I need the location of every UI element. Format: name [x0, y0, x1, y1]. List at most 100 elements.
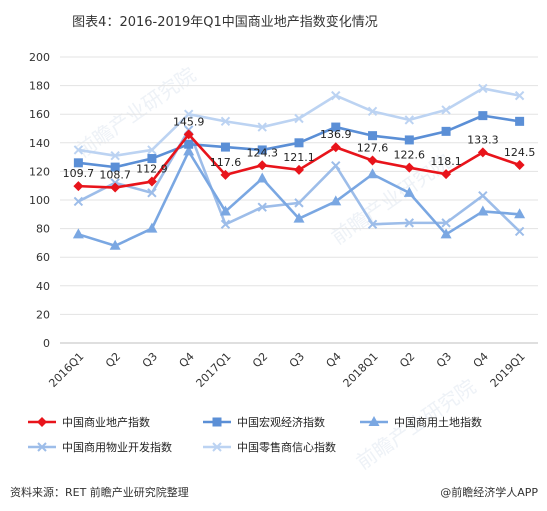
series-point — [72, 228, 84, 239]
legend-label: 中国商用物业开发指数 — [62, 440, 172, 454]
series-point — [441, 126, 451, 136]
series-point — [403, 186, 415, 197]
series-point — [515, 116, 525, 126]
series-point — [404, 162, 415, 173]
y-tick-label: 20 — [36, 308, 50, 321]
series-point — [514, 159, 525, 170]
series-point — [330, 142, 341, 153]
series-point — [514, 208, 526, 219]
series-point — [368, 131, 378, 141]
series-point — [73, 158, 83, 168]
brand-credit: @前瞻经济学人APP — [440, 485, 538, 499]
series-point — [110, 182, 121, 193]
x-tick-label: Q3 — [287, 350, 307, 370]
legend-marker — [368, 416, 380, 426]
series-point — [478, 191, 488, 201]
y-tick-label: 140 — [29, 137, 50, 150]
series-point — [367, 219, 378, 230]
series-point — [110, 150, 120, 161]
series-point — [367, 155, 378, 166]
series-point — [147, 188, 157, 198]
series-point — [331, 90, 341, 101]
y-tick-label: 60 — [36, 251, 50, 264]
series-point — [220, 116, 231, 127]
data-label: 136.9 — [320, 128, 352, 141]
data-label: 124.5 — [504, 146, 536, 159]
series-point — [219, 205, 231, 216]
series-2 — [73, 111, 525, 172]
y-tick-label: 100 — [29, 194, 50, 207]
series-point — [146, 176, 157, 187]
legend-marker — [212, 417, 222, 427]
y-tick-label: 160 — [29, 108, 50, 121]
series-point — [294, 138, 304, 148]
series-point — [184, 139, 194, 149]
series-point — [330, 195, 342, 206]
series-point — [257, 202, 267, 212]
series-point — [404, 115, 415, 125]
series-point — [183, 145, 195, 156]
y-tick-label: 180 — [29, 80, 50, 93]
y-tick-label: 0 — [43, 337, 50, 350]
legend-marker — [37, 442, 47, 452]
series-point — [367, 168, 379, 179]
y-tick-label: 200 — [29, 51, 50, 64]
series-point — [257, 160, 268, 171]
series-point — [478, 111, 488, 121]
series-point — [294, 164, 304, 175]
x-tick-label: Q3 — [434, 350, 454, 370]
series-point — [183, 129, 194, 140]
y-tick-label: 80 — [36, 223, 50, 236]
series-point — [478, 83, 488, 94]
series-point — [441, 105, 451, 115]
x-tick-label: 2016Q1 — [46, 350, 86, 390]
legend-item: 中国商业地产指数 — [28, 415, 150, 429]
legend-item: 中国商用土地指数 — [360, 415, 482, 429]
series-point — [220, 219, 231, 230]
legend-item: 中国商用物业开发指数 — [28, 440, 172, 454]
x-tick-label: Q4 — [324, 350, 344, 370]
legend-label: 中国零售商信心指数 — [237, 440, 336, 454]
data-label: 108.7 — [99, 169, 131, 182]
legend-label: 中国宏观经济指数 — [237, 415, 325, 429]
x-tick-label: Q2 — [250, 350, 270, 370]
series-point — [477, 205, 489, 216]
series-point — [331, 122, 341, 132]
y-tick-label: 40 — [36, 280, 50, 293]
series-point — [73, 181, 84, 192]
series-point — [256, 172, 268, 183]
series-point — [441, 169, 452, 180]
series-point — [257, 122, 267, 132]
legend-label: 中国商业地产指数 — [62, 415, 150, 429]
series-3 — [72, 145, 526, 250]
data-label: 112.9 — [136, 163, 168, 176]
legend-item: 中国宏观经济指数 — [203, 415, 325, 429]
x-tick-label: Q2 — [397, 350, 417, 370]
legend-marker — [37, 417, 47, 427]
series-point — [146, 222, 158, 233]
series-point — [109, 239, 121, 250]
series-point — [514, 90, 525, 101]
data-label: 124.3 — [246, 146, 278, 159]
series-point — [147, 145, 157, 155]
series-point — [441, 218, 451, 228]
legend-marker — [212, 442, 222, 452]
series-point — [257, 145, 267, 155]
series-layer — [72, 83, 526, 250]
data-label: 127.6 — [357, 142, 389, 155]
y-axis: 0 20 40 60 80 100 120 140 160 180 200 — [29, 51, 50, 350]
series-point — [147, 154, 157, 164]
series-point — [331, 160, 341, 171]
series-point — [73, 145, 84, 155]
series-point — [404, 218, 415, 228]
data-labels: 109.7 108.7 112.9 145.9 117.6 124.3 121.1 136.9… — [63, 115, 536, 181]
series-point — [404, 135, 414, 145]
series-point — [220, 142, 230, 152]
source-note: 资料来源：RET 前瞻产业研究院整理 — [10, 485, 189, 499]
series-point — [294, 198, 304, 208]
series-point — [73, 196, 84, 207]
series-point — [514, 226, 525, 237]
x-tick-label: Q4 — [471, 350, 491, 370]
series-1 — [73, 129, 525, 193]
